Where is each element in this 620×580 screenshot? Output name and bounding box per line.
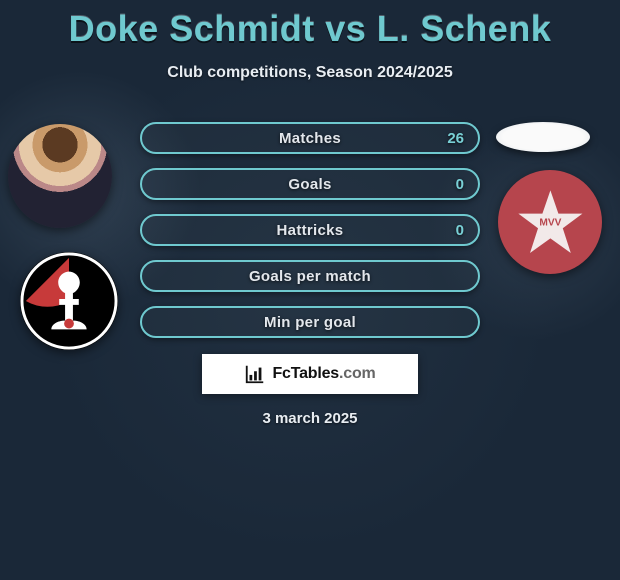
subtitle: Club competitions, Season 2024/2025	[0, 64, 620, 82]
stat-bar: Hattricks 0	[140, 214, 480, 246]
stat-bar: Goals 0	[140, 168, 480, 200]
team-right-crest: MVV	[498, 170, 602, 274]
stat-bar: Goals per match	[140, 260, 480, 292]
team-left-crest	[20, 252, 118, 350]
brand-text: FcTables.com	[272, 365, 375, 383]
brand-suffix: .com	[339, 365, 376, 382]
player-left-avatar	[8, 124, 112, 228]
stat-bar-label: Matches	[279, 130, 341, 147]
team-left-crest-icon	[20, 252, 118, 350]
brand-name: FcTables	[272, 365, 339, 382]
date-text: 3 march 2025	[0, 410, 620, 427]
brand-box: FcTables.com	[202, 354, 418, 394]
stat-bar: Min per goal	[140, 306, 480, 338]
team-right-crest-icon: MVV	[514, 186, 587, 259]
stat-bar-label: Hattricks	[277, 222, 344, 239]
chart-icon	[244, 363, 266, 385]
stat-bar-value: 26	[447, 130, 464, 147]
stat-bar-value: 0	[456, 222, 464, 239]
stats-bars: Matches 26 Goals 0 Hattricks 0 Goals per match…	[140, 122, 480, 338]
player-right-avatar-placeholder	[496, 122, 590, 152]
stat-bar-value: 0	[456, 176, 464, 193]
stat-bar-label: Min per goal	[264, 314, 356, 331]
stat-bar-label: Goals per match	[249, 268, 371, 285]
svg-text:MVV: MVV	[539, 217, 561, 228]
page-title: Doke Schmidt vs L. Schenk	[0, 0, 620, 50]
stat-bar: Matches 26	[140, 122, 480, 154]
stat-bar-label: Goals	[288, 176, 331, 193]
